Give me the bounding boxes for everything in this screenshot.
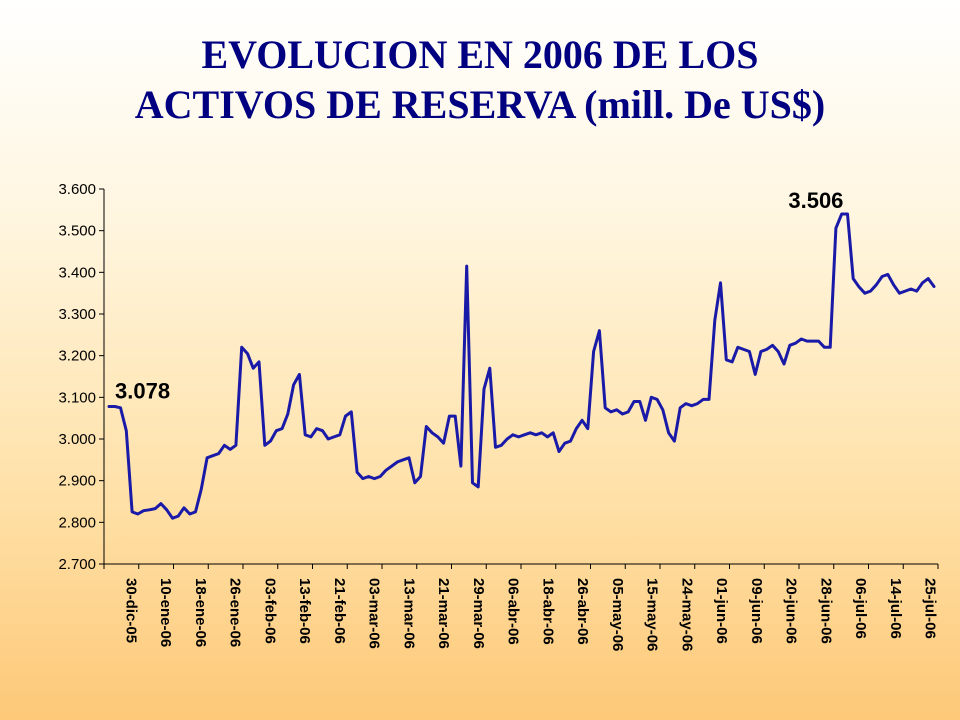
- y-tick-label: 3.000: [58, 431, 96, 448]
- data-annotation: 3.506: [788, 188, 843, 213]
- x-tick-label: 20-jun-06: [783, 578, 800, 644]
- x-tick-label: 30-dic-05: [122, 578, 139, 643]
- x-tick-label: 01-jun-06: [713, 578, 730, 644]
- data-annotation: 3.366: [874, 0, 929, 5]
- y-tick-label: 3.500: [58, 223, 96, 240]
- chart-title-line-1: EVOLUCION EN 2006 DE LOS: [201, 32, 759, 77]
- y-tick-label: 2.800: [58, 514, 96, 531]
- y-tick-label: 3.200: [58, 348, 96, 365]
- chart-title-line-2: ACTIVOS DE RESERVA (mill. De US$): [134, 82, 826, 127]
- series-layer: [107, 212, 936, 520]
- x-tick-label: 03-feb-06: [261, 578, 278, 644]
- x-tick-label: 21-feb-06: [331, 578, 348, 644]
- x-tick-label: 05-may-06: [609, 578, 626, 651]
- x-tick-label: 15-may-06: [644, 578, 661, 651]
- x-tick-label: 26-ene-06: [227, 578, 244, 647]
- x-tick-label: 28-jun-06: [817, 578, 834, 644]
- x-tick-label: 10-ene-06: [157, 578, 174, 647]
- x-tick-label: 21-mar-06: [435, 578, 452, 649]
- x-tick-label: 25-jul-06: [922, 578, 939, 639]
- x-tick-label: 18-abr-06: [539, 578, 556, 645]
- chart-title: EVOLUCION EN 2006 DE LOS ACTIVOS DE RESE…: [0, 30, 960, 130]
- y-axis: 2.700 2.800 2.900 3.000 3.100 3.200 3.300 3.400…: [58, 181, 105, 573]
- x-tick-label: 13-feb-06: [296, 578, 313, 644]
- x-tick-label: 06-abr-06: [505, 578, 522, 645]
- y-tick-label: 3.300: [58, 306, 96, 323]
- x-tick-label: 09-jun-06: [748, 578, 765, 644]
- x-axis: 30-dic-05 10-ene-06 18-ene-06 26-ene-06 03-f…: [103, 563, 939, 651]
- x-tick-label: 13-mar-06: [400, 578, 417, 649]
- series-line: [107, 212, 936, 520]
- y-tick-label: 2.700: [58, 556, 96, 573]
- x-tick-label: 03-mar-06: [366, 578, 383, 649]
- y-tick-label: 3.400: [58, 264, 96, 281]
- y-tick-label: 3.600: [58, 181, 96, 198]
- y-tick-label: 2.900: [58, 473, 96, 490]
- x-tick-label: 29-mar-06: [470, 578, 487, 649]
- y-tick-label: 3.100: [58, 389, 96, 406]
- x-tick-label: 14-jul-06: [887, 578, 904, 639]
- x-tick-label: 18-ene-06: [192, 578, 209, 647]
- data-annotation: 3.078: [115, 379, 170, 404]
- x-tick-label: 24-may-06: [678, 578, 695, 651]
- annotations: 3.078 3.506 3.366: [115, 0, 929, 404]
- x-tick-label: 26-abr-06: [574, 578, 591, 645]
- x-tick-label: 06-jul-06: [852, 578, 869, 639]
